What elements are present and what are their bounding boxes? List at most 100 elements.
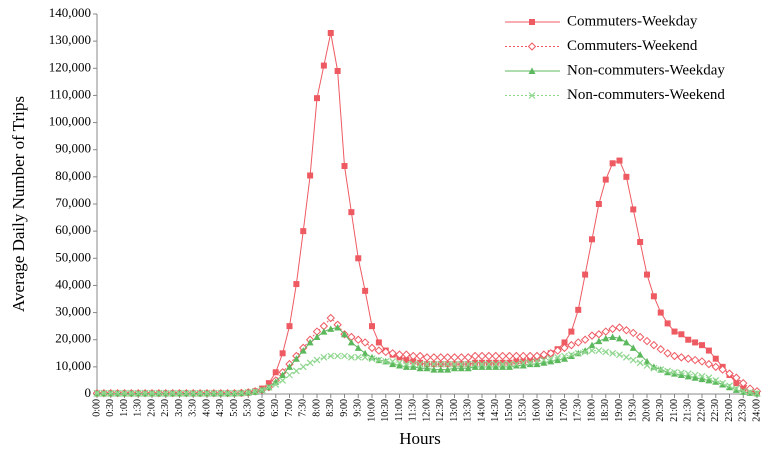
point-marker (684, 370, 692, 378)
point-marker (698, 375, 706, 383)
point-marker (389, 358, 397, 365)
point-marker (430, 366, 438, 373)
legend-marker (527, 42, 537, 51)
point-marker (477, 351, 487, 361)
point-marker (327, 30, 334, 36)
y-tick-label: 60,000 (55, 222, 91, 237)
x-tick-label: 22:30 (710, 399, 721, 422)
point-marker (670, 351, 679, 361)
point-marker (306, 359, 314, 367)
point-marker (581, 348, 589, 356)
point-marker (506, 360, 513, 368)
point-marker (471, 363, 479, 370)
point-marker (258, 386, 266, 394)
point-marker (292, 367, 300, 375)
x-tick-label: 16:00 (531, 399, 542, 422)
x-tick-label: 7:00 (284, 399, 295, 417)
point-marker (526, 360, 534, 368)
x-tick-label: 3:30 (188, 399, 199, 417)
legend-marker (528, 67, 536, 74)
point-marker (622, 326, 631, 335)
legend-marker (528, 92, 536, 99)
point-marker (374, 346, 384, 355)
y-tick-label: 0 (85, 385, 92, 400)
point-marker (636, 359, 644, 367)
y-tick-label: 110,000 (49, 86, 91, 101)
point-marker (685, 336, 692, 343)
point-marker (609, 160, 616, 167)
x-tick-label: 12:00 (421, 399, 432, 422)
point-marker (182, 389, 190, 397)
point-marker (580, 335, 590, 344)
point-marker (609, 349, 617, 357)
point-marker (327, 325, 335, 332)
point-marker (561, 352, 568, 360)
x-tick-label: 13:30 (463, 399, 474, 422)
legend-marker (529, 19, 535, 25)
point-marker (691, 374, 699, 381)
point-marker (533, 358, 541, 365)
point-marker (561, 355, 568, 362)
point-marker (471, 360, 479, 368)
point-marker (451, 360, 458, 368)
point-marker (478, 363, 486, 370)
x-tick-label: 5:30 (243, 399, 254, 417)
point-marker (622, 338, 630, 346)
y-tick-label: 20,000 (55, 331, 91, 346)
point-marker (272, 381, 280, 388)
point-marker (251, 388, 259, 395)
point-marker (609, 333, 617, 340)
point-marker (553, 346, 562, 355)
point-marker (423, 364, 431, 372)
point-marker (656, 345, 665, 354)
point-marker (169, 389, 177, 397)
point-marker (520, 358, 527, 365)
point-marker (719, 381, 727, 388)
x-tick-label: 2:00 (146, 399, 157, 417)
point-marker (189, 389, 197, 397)
point-marker (732, 386, 740, 393)
x-tick-label: 11:00 (394, 399, 405, 421)
x-tick-label: 22:00 (696, 399, 707, 422)
x-tick-label: 15:00 (504, 399, 515, 422)
y-tick-label: 50,000 (55, 249, 91, 264)
y-tick-label: 130,000 (49, 32, 91, 47)
point-marker (381, 347, 390, 357)
point-marker (711, 362, 720, 372)
point-marker (472, 359, 479, 366)
point-marker (217, 389, 225, 397)
point-marker (114, 389, 122, 397)
point-marker (567, 340, 576, 350)
point-marker (320, 62, 327, 69)
y-tick-label: 70,000 (55, 195, 91, 210)
point-marker (733, 380, 740, 387)
legend-label: Commuters-Weekday (567, 13, 698, 29)
point-marker (416, 364, 424, 372)
point-marker (347, 353, 355, 361)
point-marker (746, 388, 754, 396)
point-marker (650, 293, 657, 300)
point-marker (519, 351, 528, 361)
point-marker (367, 343, 377, 353)
point-marker (657, 366, 665, 373)
point-marker (196, 389, 204, 397)
x-tick-label: 21:00 (669, 399, 680, 422)
point-marker (484, 351, 494, 361)
point-marker (492, 363, 500, 370)
point-marker (506, 363, 513, 370)
point-marker (588, 347, 596, 354)
point-marker (643, 357, 651, 365)
point-marker (526, 359, 534, 367)
point-marker (499, 363, 507, 370)
point-marker (176, 389, 183, 397)
x-tick-label: 14:30 (490, 399, 501, 422)
point-marker (692, 339, 699, 346)
point-marker (540, 359, 548, 366)
point-marker (162, 389, 170, 397)
point-marker (712, 377, 720, 384)
x-tick-label: 8:30 (325, 399, 336, 417)
point-marker (622, 353, 630, 361)
point-marker (279, 377, 287, 384)
point-marker (616, 334, 623, 342)
point-marker (512, 360, 520, 368)
